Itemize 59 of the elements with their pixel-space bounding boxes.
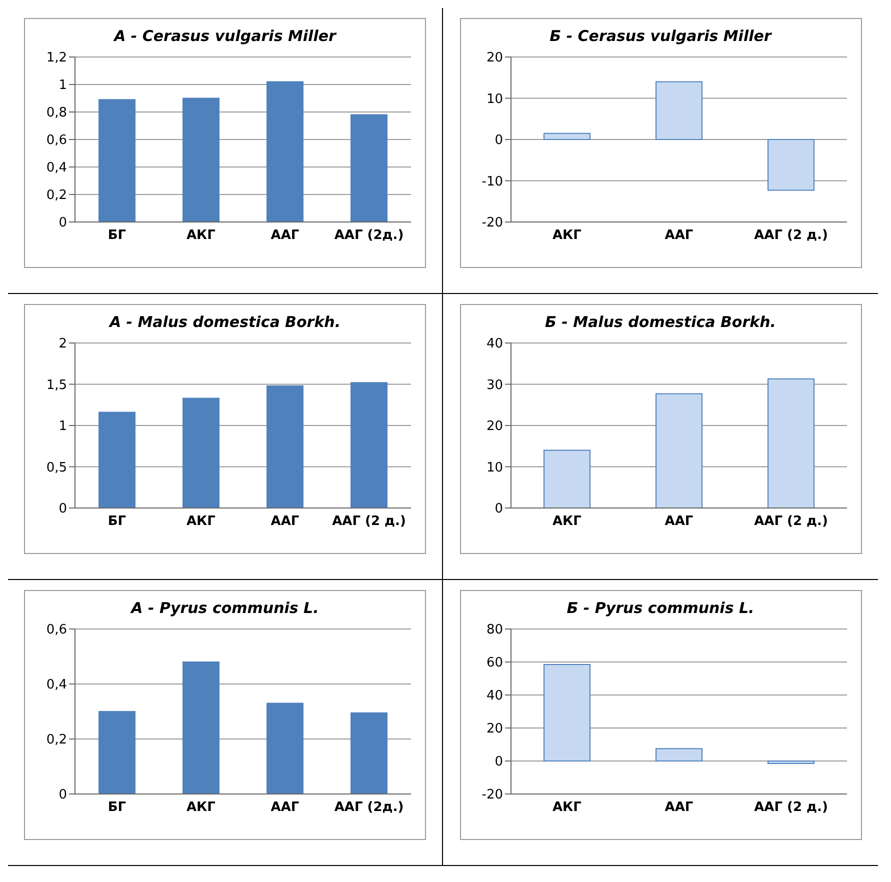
y-tick-label: 60 [486, 656, 502, 671]
x-tick-label: ААГ [664, 228, 693, 244]
y-tick-label: 0,2 [46, 732, 67, 748]
y-tick-label: 30 [486, 378, 502, 393]
y-tick-label: 40 [486, 688, 502, 704]
x-tick-label: БГ [108, 514, 126, 530]
x-tick-label: ААГ [664, 514, 693, 530]
y-tick-label: 0,2 [46, 188, 67, 204]
x-tick-label: ААГ [270, 514, 300, 530]
y-tick-label: 0 [494, 754, 502, 770]
y-tick-label: 2 [58, 336, 67, 352]
chart-title: Б - Malus domestica Borkh. [544, 312, 777, 333]
chart-title: Б - Cerasus vulgaris Miller [548, 26, 773, 47]
y-tick-label: -10 [481, 174, 502, 190]
x-tick-label: ААГ [664, 800, 693, 816]
y-tick-label: 10 [486, 460, 502, 476]
x-tick-label: ААГ (2 д.) [754, 514, 828, 530]
y-tick-label: 0 [494, 502, 502, 517]
y-tick-label: 0,6 [46, 622, 67, 638]
x-tick-label: АКГ [186, 800, 216, 816]
x-tick-label: ААГ (2д.) [334, 800, 404, 816]
y-tick-label: 1,5 [46, 378, 67, 393]
y-tick-label: 20 [486, 50, 502, 66]
y-tick-label: 10 [486, 92, 502, 107]
y-tick-label: 1 [58, 78, 67, 94]
y-tick-label: 0,6 [46, 133, 67, 148]
chart-title: А - Pyrus communis L. [129, 598, 320, 619]
y-tick-label: 0,8 [46, 106, 67, 121]
x-tick-label: ААГ (2 д.) [754, 228, 828, 244]
x-tick-label: БГ [108, 228, 126, 244]
y-tick-label: 0 [58, 788, 67, 803]
y-tick-label: 0 [58, 216, 67, 231]
x-tick-label: АКГ [186, 228, 216, 244]
y-tick-label: 40 [486, 336, 502, 352]
x-tick-label: АКГ [552, 800, 581, 816]
x-tick-label: ААГ (2 д.) [332, 514, 406, 530]
y-tick-label: 20 [486, 419, 502, 434]
x-tick-label: ААГ [270, 228, 300, 244]
x-tick-label: ААГ (2д.) [334, 228, 404, 244]
y-tick-label: 80 [486, 622, 502, 638]
y-tick-label: 0,4 [46, 678, 67, 693]
x-tick-label: БГ [108, 800, 126, 816]
chart-title: А - Malus domestica Borkh. [108, 312, 342, 333]
x-tick-label: ААГ [270, 800, 300, 816]
y-tick-label: 20 [486, 722, 502, 737]
y-tick-label: -20 [481, 216, 502, 231]
y-tick-label: 1 [58, 419, 67, 434]
x-tick-label: АКГ [552, 228, 581, 244]
chart-title: Б - Pyrus communis L. [566, 598, 756, 619]
x-tick-label: АКГ [552, 514, 581, 530]
y-tick-label: 0,5 [46, 460, 67, 476]
y-tick-label: -20 [481, 788, 502, 803]
chart-title: А - Cerasus vulgaris Miller [112, 26, 338, 47]
y-tick-label: 0 [494, 133, 502, 148]
x-tick-label: АКГ [186, 514, 216, 530]
x-tick-label: ААГ (2 д.) [754, 800, 828, 816]
y-tick-label: 1,2 [46, 50, 67, 66]
y-tick-label: 0,4 [46, 160, 67, 176]
y-tick-label: 0 [58, 502, 67, 517]
